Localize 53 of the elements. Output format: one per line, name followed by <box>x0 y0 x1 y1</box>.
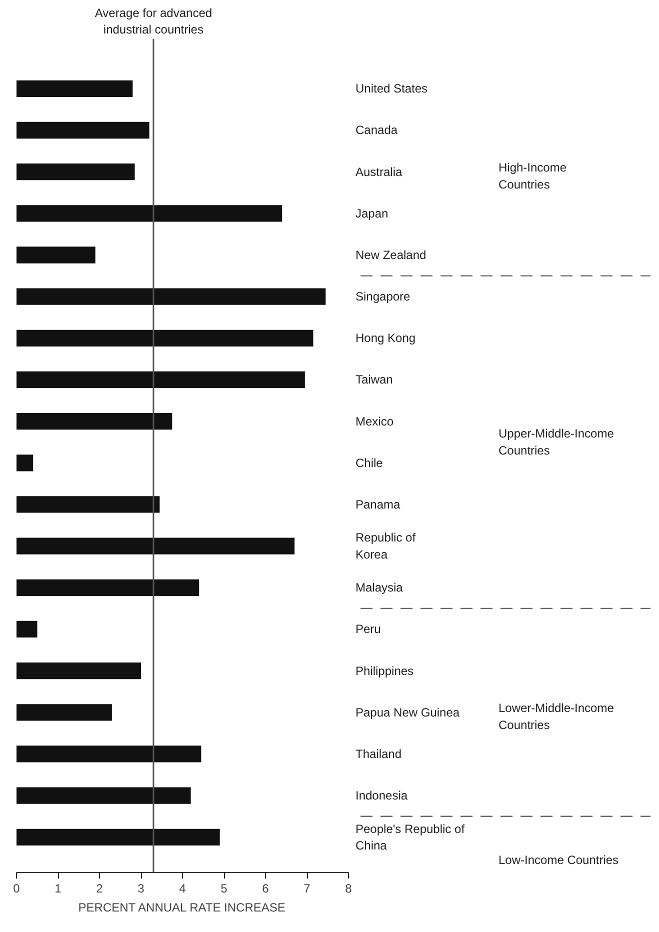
y-tick-label: Peru <box>356 622 381 636</box>
y-tick-label: United States <box>356 82 428 96</box>
bar <box>16 579 200 596</box>
x-axis-title: PERCENT ANNUAL RATE INCREASE <box>78 900 286 914</box>
text: Upper-Middle-Income Countries <box>498 426 614 458</box>
y-tick-label: Canada <box>356 123 398 138</box>
x-tick-label: 2 <box>96 882 104 896</box>
y-tick-label: Singapore <box>356 290 411 304</box>
bar <box>16 413 172 430</box>
x-tick-label: 3 <box>138 882 145 896</box>
ref-line-label: Average for advanced industrial countries <box>94 6 212 37</box>
y-tick-label: Panama <box>356 497 401 512</box>
y-tick-label: Mexico <box>356 414 394 428</box>
x-tick-label: 1 <box>54 882 62 896</box>
bar <box>16 288 326 305</box>
bar <box>16 246 96 264</box>
bar <box>16 122 150 139</box>
y-tick-label: Malaysia <box>356 580 404 595</box>
y-tick-label: Chile <box>356 456 384 470</box>
bar <box>16 496 160 513</box>
y-tick-label: People's Republic of China <box>356 822 466 853</box>
bar <box>16 704 112 721</box>
y-tick-label: Australia <box>356 164 403 179</box>
x-tick-label: 7 <box>304 882 311 896</box>
y-tick-label: New Zealand <box>356 248 426 262</box>
bar <box>16 164 135 180</box>
y-tick-label: Hong Kong <box>356 331 416 346</box>
x-tick-label: 5 <box>220 882 228 896</box>
y-tick-label: Indonesia <box>356 788 408 803</box>
y-tick-label: Japan <box>356 206 388 220</box>
bar <box>16 80 133 97</box>
x-tick-label: 6 <box>262 882 270 896</box>
y-tick-label: Philippines <box>356 664 414 678</box>
bar <box>16 538 295 554</box>
bar <box>16 828 220 846</box>
y-tick-label: Taiwan <box>356 372 393 387</box>
x-tick-label: 0 <box>13 882 20 896</box>
bar <box>16 454 34 472</box>
y-tick-label: Thailand <box>356 746 402 761</box>
bar <box>16 746 202 762</box>
y-tick-label: Papua New Guinea <box>356 705 460 720</box>
bar <box>16 662 141 680</box>
bar <box>16 371 305 388</box>
y-tick-label: Republic of Korea <box>356 530 416 562</box>
text: High-Income Countries <box>498 160 567 192</box>
bar <box>16 205 282 222</box>
text: Low-Income Countries <box>498 853 619 868</box>
bar <box>16 787 191 804</box>
text: Lower-Middle-Income Countries <box>498 701 614 732</box>
bar <box>16 620 38 638</box>
x-tick-label: 4 <box>179 882 186 896</box>
bar <box>16 330 314 346</box>
x-tick-label: 8 <box>345 882 352 896</box>
